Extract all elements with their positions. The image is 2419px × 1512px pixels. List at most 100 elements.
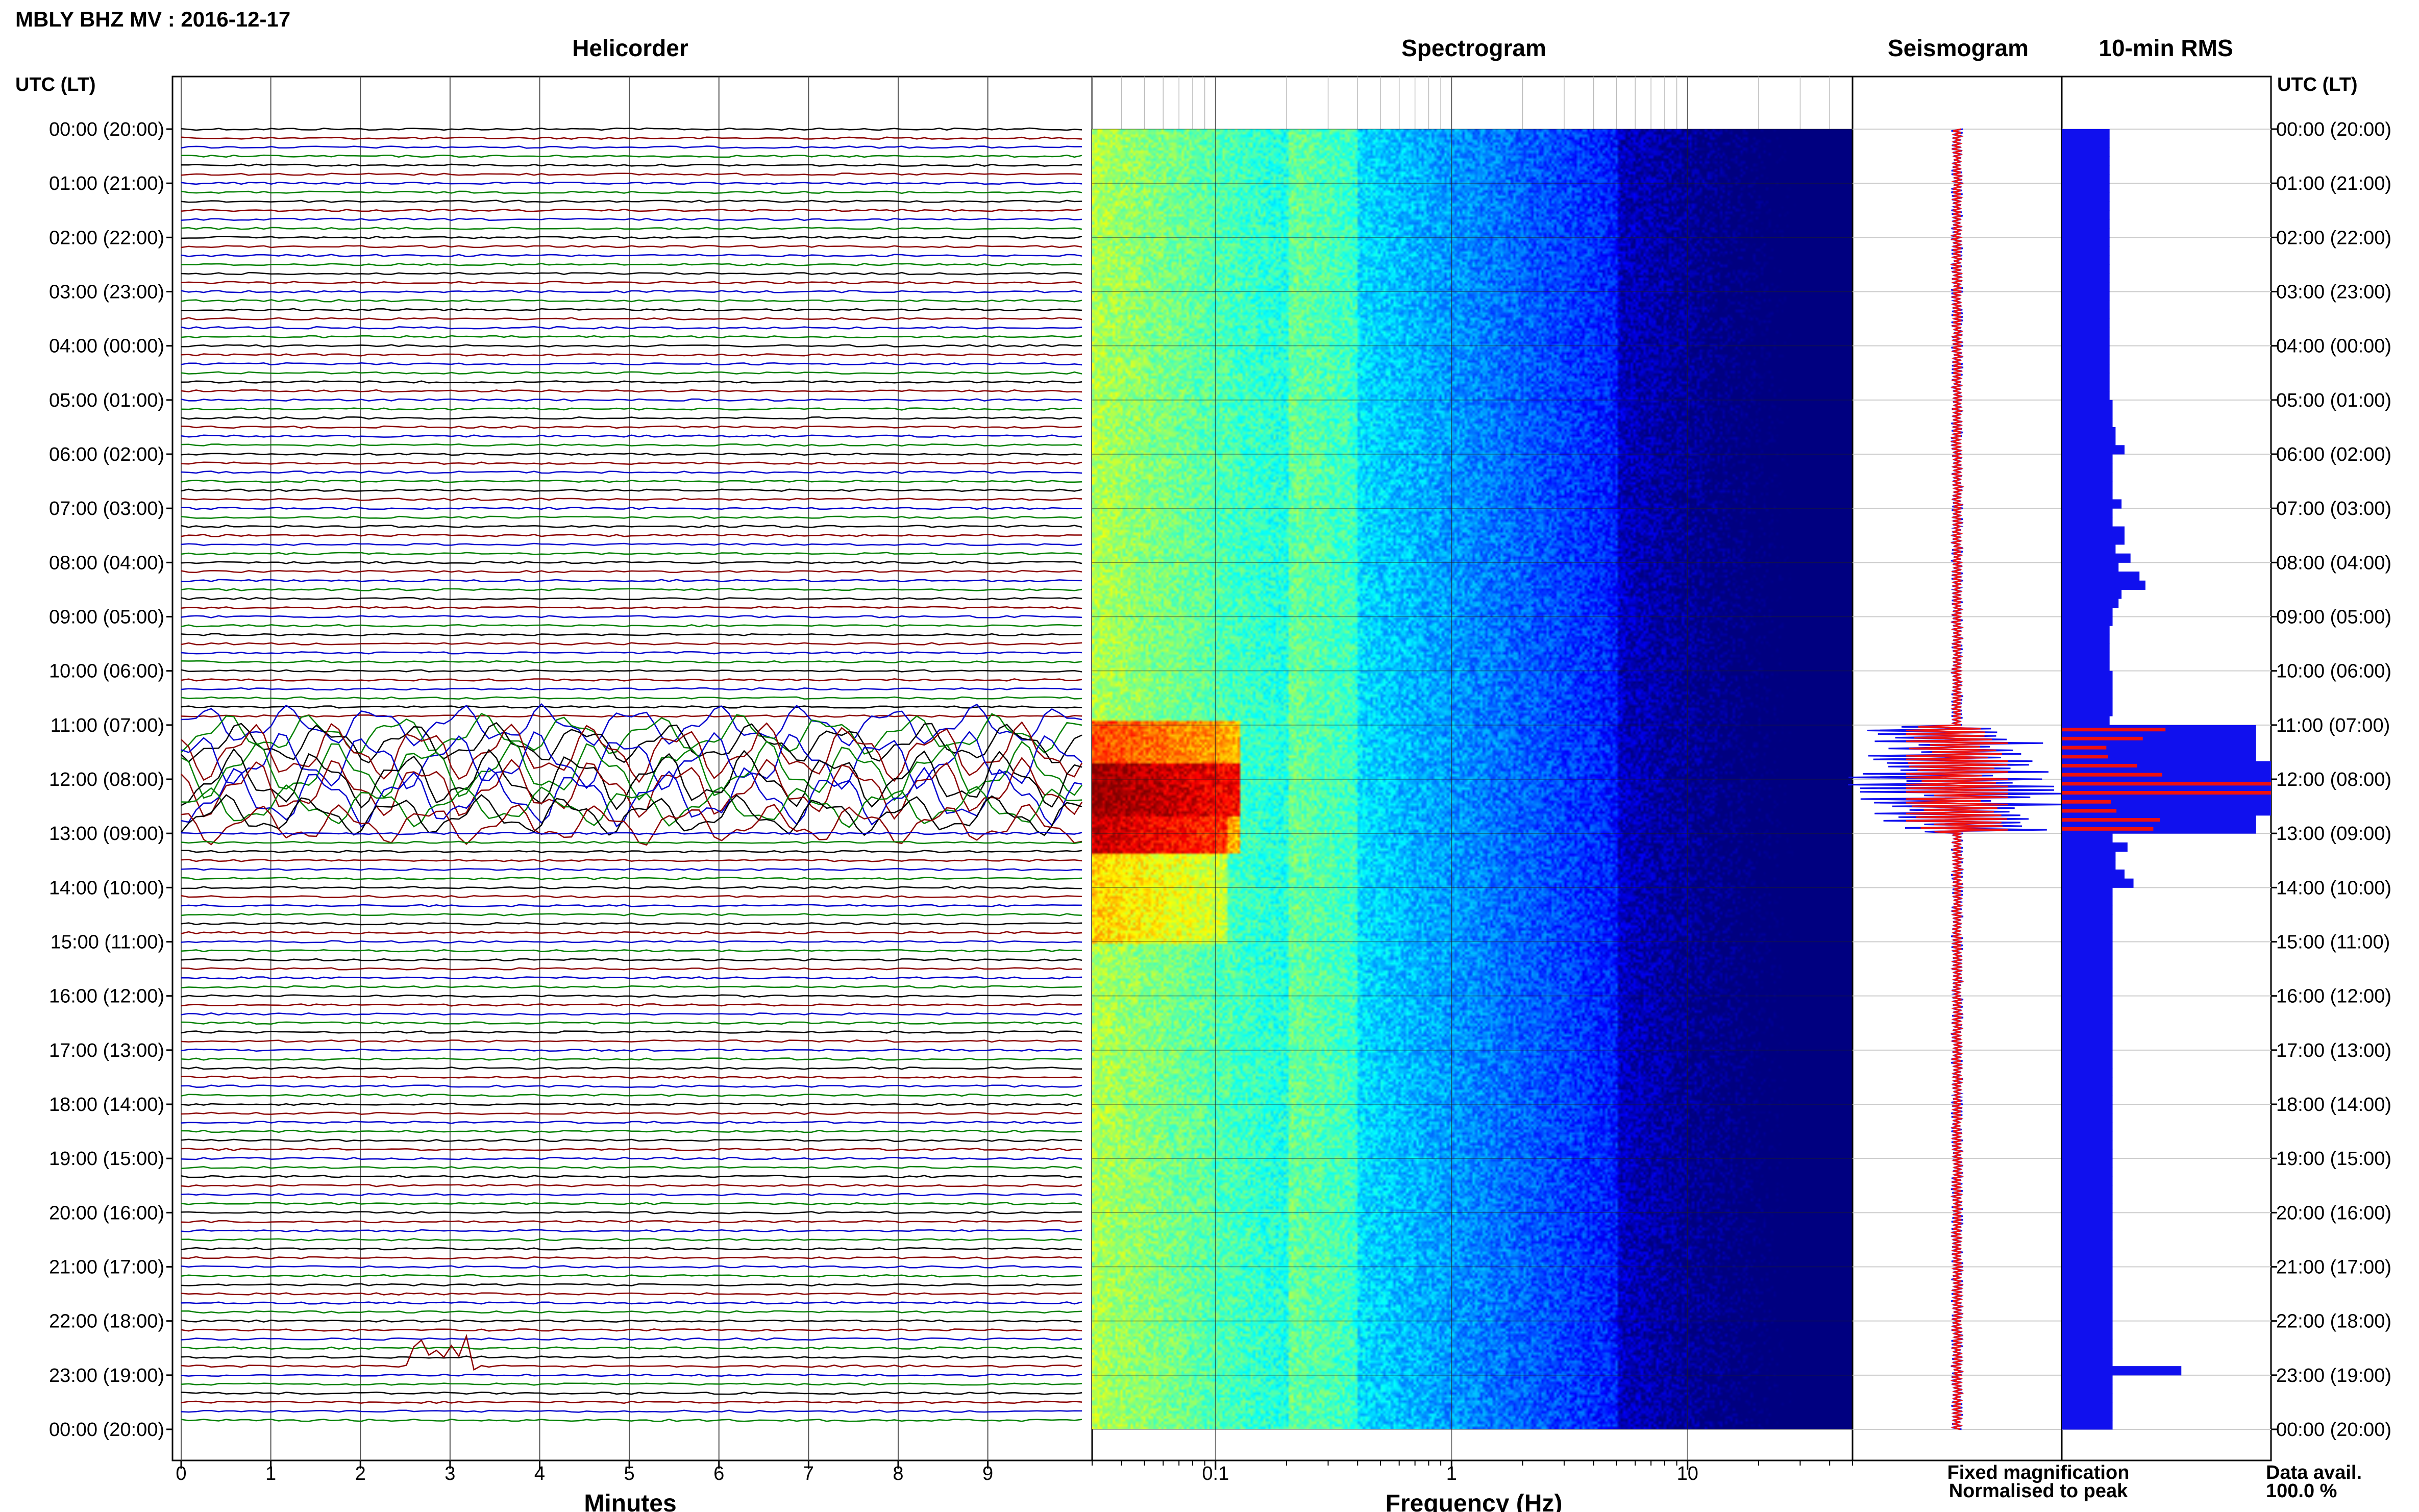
rms-bar (2062, 517, 2113, 527)
rms-bar (2062, 1050, 2113, 1060)
rms-bar (2062, 1158, 2113, 1168)
rms-bar (2062, 716, 2110, 726)
rms-bar (2062, 436, 2116, 445)
rms-bar (2062, 129, 2110, 139)
rms-bar (2062, 1041, 2113, 1051)
rms-bar (2062, 1131, 2113, 1141)
rms-bar (2062, 553, 2131, 563)
time-label-left: 05:00 (01:00) (49, 390, 164, 411)
time-label-left: 19:00 (15:00) (49, 1148, 164, 1170)
rms-bar (2062, 869, 2125, 879)
rms-bar (2062, 887, 2113, 897)
data-availability-value: 100.0 % (2266, 1480, 2337, 1502)
rms-bar (2062, 1284, 2113, 1295)
rms-bar (2062, 463, 2113, 473)
helicorder-trace-row (181, 281, 1082, 285)
helicorder-trace-row (181, 515, 1082, 519)
helicorder-trace-row (181, 1102, 1082, 1106)
time-label-left: 00:00 (20:00) (49, 1419, 164, 1441)
helicorder-trace-row (181, 1283, 1082, 1287)
rms-bar (2062, 409, 2113, 418)
time-label-left: 08:00 (04:00) (49, 552, 164, 574)
helicorder-trace-row (181, 651, 1082, 655)
time-label-left: 04:00 (00:00) (49, 336, 164, 357)
helicorder-trace-row (181, 398, 1082, 402)
rms-bar (2062, 842, 2128, 852)
rms-bar (2062, 1077, 2113, 1087)
rms-bar (2062, 454, 2113, 464)
helicorder-x-ticks: 0 1 2 3 4 5 6 7 8 9 (176, 1460, 993, 1484)
helicorder-trace-row (181, 317, 1082, 320)
rms-bar (2062, 301, 2110, 310)
time-label-right: 14:00 (10:00) (2276, 877, 2391, 899)
time-label-left: 03:00 (23:00) (49, 282, 164, 303)
rms-bar (2062, 1321, 2113, 1330)
helicorder-trace-row (181, 1084, 1082, 1088)
time-axis-labels: 00:00 (20:00) 00:00 (20:00) 01:00 (21:00) 0… (49, 119, 2391, 1441)
time-label-left: 20:00 (16:00) (49, 1202, 164, 1224)
helicorder-trace-row (181, 145, 1082, 149)
rms-bar (2062, 345, 2110, 355)
rms-bar (2062, 373, 2110, 382)
rms-bar (2062, 1276, 2113, 1285)
helicorder-trace-row (181, 542, 1082, 547)
helicorder-trace-row (181, 326, 1082, 330)
rms-bar (2062, 1005, 2113, 1014)
rms-bar (2062, 1230, 2113, 1240)
helicorder-trace-row (181, 1012, 1082, 1016)
rms-bar (2062, 499, 2122, 509)
time-label-left: 14:00 (10:00) (49, 877, 164, 899)
helicorder-trace-row (181, 1382, 1082, 1386)
helicorder-trace-row (181, 886, 1082, 889)
helicorder-trace-row (181, 606, 1082, 610)
helicorder-trace-row (181, 1211, 1082, 1214)
helicorder-traces (181, 127, 1083, 1422)
helicorder-trace-row (181, 721, 1083, 783)
time-label-right: 13:00 (09:00) (2276, 823, 2391, 845)
time-label-left: 17:00 (13:00) (49, 1040, 164, 1061)
helicorder-trace-row (181, 794, 1082, 836)
figure-title: MBLY BHZ MV : 2016-12-17 (15, 7, 290, 31)
rms-bar (2062, 616, 2113, 626)
helicorder-trace-row (181, 498, 1082, 501)
time-label-left: 09:00 (05:00) (49, 607, 164, 628)
helicorder-frame (171, 76, 1093, 1461)
rms-bar (2062, 671, 2113, 680)
rms-bar (2062, 932, 2113, 942)
time-label-right: 20:00 (16:00) (2276, 1202, 2391, 1224)
time-axis-label-right: UTC (LT) (2277, 74, 2358, 95)
helicorder-trace-row (181, 425, 1082, 429)
helicorder-x-tick-label: 5 (624, 1463, 635, 1484)
time-label-right: 22:00 (18:00) (2276, 1311, 2391, 1332)
rms-bar (2062, 599, 2119, 608)
helicorder-trace-row (181, 190, 1082, 194)
helicorder-trace-row (181, 1021, 1082, 1025)
rms-bar (2062, 255, 2110, 265)
helicorder-trace-row (181, 895, 1082, 899)
rms-bar (2062, 580, 2145, 590)
rms-bar (2062, 941, 2113, 951)
rms-bar (2062, 959, 2113, 970)
rms-bar (2062, 589, 2122, 599)
rms-bar (2062, 355, 2110, 364)
helicorder-trace-row (181, 389, 1082, 393)
helicorder-trace-row (181, 353, 1082, 357)
helicorder-trace-row (181, 669, 1082, 673)
spectrogram-x-tick-label: 10 (1677, 1463, 1698, 1484)
helicorder-trace-row (181, 271, 1082, 276)
helicorder-trace-row (181, 1094, 1082, 1097)
helicorder-trace-row (181, 1337, 1082, 1341)
helicorder-x-tick-label: 4 (534, 1463, 545, 1484)
spectrogram-x-tick-label: 1 (1446, 1463, 1457, 1484)
helicorder-trace-row (181, 904, 1082, 907)
helicorder-trace-row (181, 1184, 1082, 1187)
rms-bar (2062, 1194, 2113, 1204)
helicorder-x-tick-label: 1 (265, 1463, 276, 1484)
helicorder-trace-row (181, 1346, 1082, 1350)
helicorder-trace-row (181, 850, 1082, 853)
helicorder-trace-row (181, 831, 1082, 835)
rms-bar (2062, 851, 2116, 861)
seismogram-normalised-trace (1906, 128, 2009, 1430)
rms-bar (2062, 1366, 2182, 1376)
rms-bar (2062, 1339, 2113, 1349)
